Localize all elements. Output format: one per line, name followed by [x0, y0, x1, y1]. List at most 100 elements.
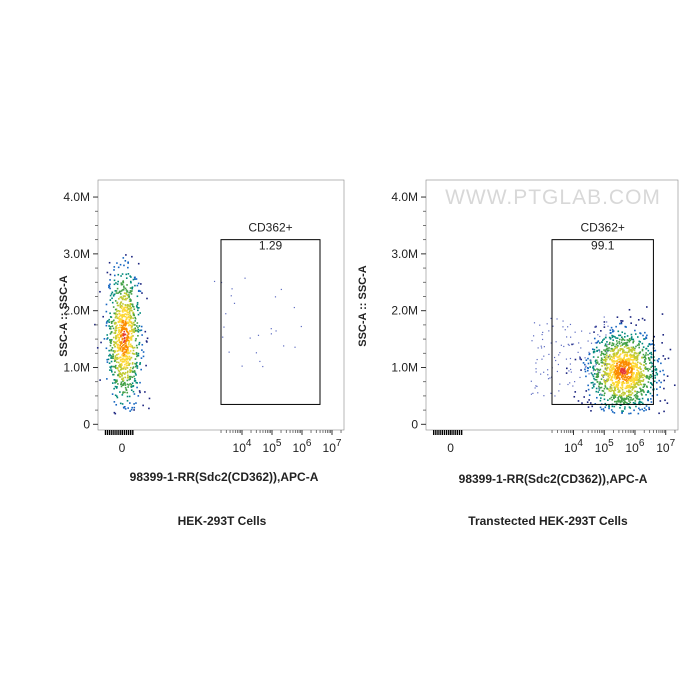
event-dot — [122, 308, 125, 311]
event-dot — [630, 386, 633, 388]
gate-layer: CD362+ 1.29 — [220, 221, 321, 405]
event-dot — [116, 396, 119, 399]
event-dot — [633, 365, 636, 367]
event-dot — [642, 390, 645, 392]
event-dot — [123, 292, 126, 294]
event-dot — [124, 287, 127, 290]
event-dot — [629, 379, 631, 382]
event-dot — [129, 378, 131, 380]
event-dot — [632, 387, 635, 390]
outlier-dot — [564, 329, 566, 331]
event-dot — [120, 307, 123, 310]
event-dot — [633, 379, 636, 381]
event-dot — [619, 378, 621, 380]
event-dot — [611, 360, 614, 363]
event-dot — [121, 378, 123, 380]
event-dot — [120, 283, 123, 286]
outlier-dot — [259, 360, 261, 363]
event-dot — [134, 358, 137, 360]
gate-cd362-rect[interactable] — [551, 239, 654, 405]
event-dot — [600, 361, 603, 364]
event-dot — [124, 260, 127, 262]
event-dot — [123, 360, 125, 363]
event-dot — [115, 357, 117, 359]
event-dot — [661, 313, 664, 315]
event-dot — [595, 376, 598, 378]
gate-cd362-rect[interactable] — [220, 239, 321, 405]
event-dot — [597, 340, 600, 342]
event-dot — [613, 405, 616, 408]
outlier-dot — [574, 331, 576, 333]
event-dot — [116, 327, 118, 329]
left-plot: CD362+ 1.29 0 104 105 106 107 01.0M2.0M3.0M4… — [58, 179, 345, 528]
event-dot — [123, 333, 126, 336]
event-dot — [630, 336, 633, 338]
event-dot — [612, 384, 615, 386]
event-dot — [588, 399, 590, 401]
event-dot — [621, 410, 623, 412]
event-dot — [135, 402, 137, 404]
event-dot — [116, 317, 119, 319]
outlier-dot — [607, 325, 609, 327]
event-dot — [138, 306, 140, 309]
event-dot — [610, 378, 613, 380]
event-dot — [637, 354, 640, 356]
event-dot — [115, 335, 118, 337]
event-dot — [118, 315, 121, 318]
event-dot — [109, 327, 112, 330]
event-dot — [650, 343, 653, 346]
event-dot — [624, 392, 626, 394]
event-dot — [120, 275, 122, 277]
event-dot — [606, 349, 609, 352]
event-dot — [611, 394, 614, 397]
outlier-dot — [547, 369, 549, 371]
outlier-dot — [225, 313, 227, 315]
event-dot — [623, 358, 625, 361]
event-dot — [586, 401, 589, 403]
event-dot — [628, 412, 630, 415]
event-dot — [609, 341, 611, 344]
event-dot — [115, 292, 118, 294]
event-dot — [633, 394, 636, 397]
event-dot — [117, 361, 120, 364]
event-dot — [116, 343, 118, 346]
event-dot — [634, 329, 636, 332]
event-dot — [114, 382, 116, 384]
event-dot — [620, 369, 622, 372]
event-dot — [135, 363, 137, 365]
event-dot — [126, 284, 128, 286]
event-dot — [610, 326, 613, 329]
event-dot — [636, 378, 638, 381]
event-dot — [622, 394, 625, 396]
outlier-dot — [585, 365, 587, 367]
event-dot — [595, 342, 598, 344]
event-dot — [122, 355, 124, 358]
event-dot — [639, 332, 641, 334]
outlier-dot — [530, 393, 533, 395]
event-dot — [630, 370, 632, 373]
event-dot — [603, 356, 606, 358]
event-dot — [613, 365, 615, 367]
event-dot — [653, 380, 656, 383]
event-dot — [622, 374, 624, 377]
outlier-dot — [562, 326, 564, 328]
event-dot — [117, 347, 120, 350]
event-dot — [638, 380, 640, 383]
event-dot — [617, 376, 619, 378]
event-dot — [123, 327, 125, 329]
event-dot — [130, 327, 133, 329]
event-dot — [646, 391, 649, 394]
event-dot — [586, 367, 589, 369]
event-dot — [115, 327, 117, 329]
event-dot — [636, 336, 639, 338]
event-dot — [126, 339, 129, 342]
event-dot — [136, 361, 138, 364]
event-dot — [117, 334, 120, 336]
event-dot — [638, 344, 640, 346]
event-dot — [121, 374, 123, 377]
event-dot — [108, 349, 110, 352]
event-dot — [656, 373, 659, 375]
event-dot — [621, 348, 624, 350]
event-dot — [646, 334, 648, 337]
event-dot — [622, 349, 624, 351]
